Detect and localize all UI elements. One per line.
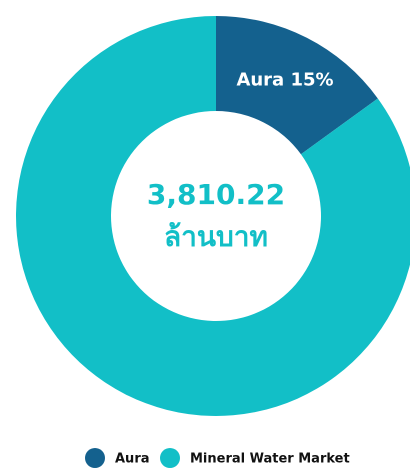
donut-slice — [16, 16, 410, 416]
slice-label: Aura 15% — [236, 70, 333, 91]
legend-label: Mineral Water Market — [190, 452, 350, 467]
legend-swatch — [160, 448, 180, 468]
center-value: 3,810.22 — [147, 178, 285, 211]
donut-slice — [216, 16, 378, 155]
center-unit: ล้านบาท — [164, 220, 268, 253]
legend-swatch — [85, 448, 105, 468]
legend-label: Aura — [115, 452, 150, 467]
